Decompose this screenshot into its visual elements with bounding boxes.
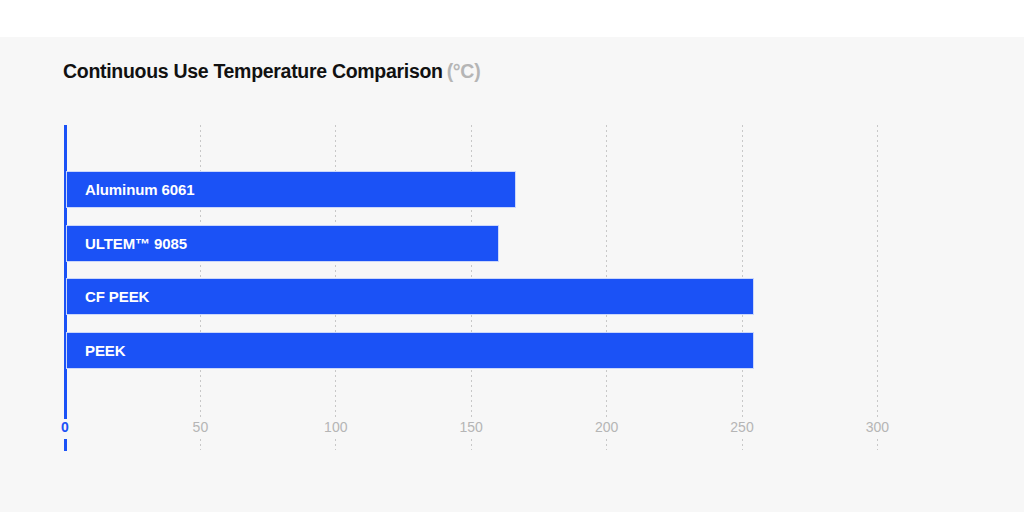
tick-mark-150 — [471, 439, 472, 450]
tick-mark-0 — [64, 439, 67, 451]
gridline-250 — [742, 125, 743, 419]
chart-title: Continuous Use Temperature Comparison(°C… — [63, 60, 480, 83]
tick-label-300: 300 — [847, 419, 907, 436]
bar-label-peek: PEEK — [67, 342, 125, 359]
gridline-50 — [200, 125, 201, 419]
gridline-300 — [877, 125, 878, 419]
tick-mark-300 — [877, 439, 878, 450]
tick-mark-250 — [742, 439, 743, 450]
bar-label-aluminum-6061: Aluminum 6061 — [67, 181, 195, 198]
bar-label-ultem-9085: ULTEM™ 9085 — [67, 235, 187, 252]
tick-label-100: 100 — [306, 419, 366, 436]
chart-title-unit: (°C) — [447, 60, 481, 82]
tick-mark-50 — [200, 439, 201, 450]
chart-title-text: Continuous Use Temperature Comparison — [63, 60, 443, 82]
gridline-200 — [606, 125, 607, 419]
bar-label-cf-peek: CF PEEK — [67, 288, 149, 305]
tick-label-200: 200 — [577, 419, 637, 436]
tick-label-150: 150 — [441, 419, 501, 436]
tick-label-50: 50 — [170, 419, 230, 436]
axis-zero-line — [64, 125, 67, 419]
bar-cf-peek: CF PEEK — [66, 278, 754, 315]
tick-mark-200 — [606, 439, 607, 450]
bar-peek: PEEK — [66, 332, 754, 369]
gridline-150 — [471, 125, 472, 419]
tick-label-250: 250 — [712, 419, 772, 436]
tick-label-0: 0 — [35, 419, 95, 436]
bar-aluminum-6061: Aluminum 6061 — [66, 171, 516, 208]
bar-ultem-9085: ULTEM™ 9085 — [66, 225, 499, 262]
top-strip — [0, 0, 1024, 37]
gridline-100 — [335, 125, 336, 419]
tick-mark-100 — [335, 439, 336, 450]
chart-canvas: Continuous Use Temperature Comparison(°C… — [0, 0, 1024, 512]
